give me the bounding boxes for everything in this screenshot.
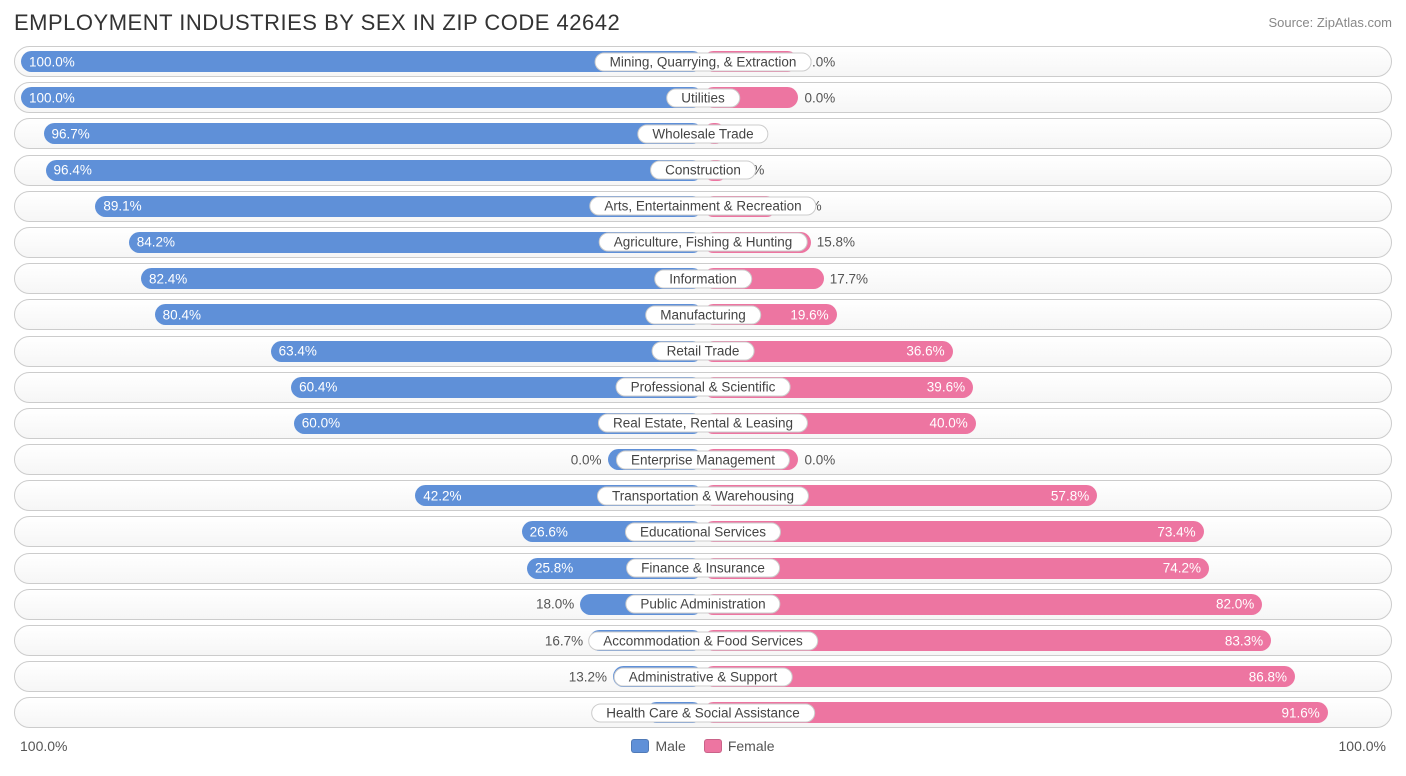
legend-male-label: Male [655,738,685,754]
male-pct: 84.2% [137,235,175,250]
female-pct: 74.2% [1163,561,1201,576]
chart-row: Agriculture, Fishing & Hunting 84.2% 15.8% [14,227,1392,258]
male-pct: 82.4% [149,271,187,286]
row-label: Manufacturing [645,305,761,324]
chart-row: Finance & Insurance 25.8% 74.2% [14,553,1392,584]
axis-right-label: 100.0% [1339,738,1386,754]
chart-row: Arts, Entertainment & Recreation89.1%10.… [14,191,1392,222]
male-pct: 18.0% [536,597,574,612]
chart-row: Professional & Scientific 60.4% 39.6% [14,372,1392,403]
male-pct: 0.0% [571,452,602,467]
chart-row: Mining, Quarrying, & Extraction100.0%0.0… [14,46,1392,77]
row-label: Enterprise Management [616,450,790,469]
male-bar [44,123,703,144]
row-label: Finance & Insurance [626,559,780,578]
row-label: Retail Trade [652,342,755,361]
female-pct: 0.0% [804,452,835,467]
female-pct: 19.6% [790,307,828,322]
row-label: Real Estate, Rental & Leasing [598,414,808,433]
male-bar [271,341,703,362]
row-label: Mining, Quarrying, & Extraction [595,52,812,71]
female-pct: 17.7% [830,271,868,286]
male-pct: 60.4% [299,380,337,395]
female-pct: 86.8% [1249,669,1287,684]
male-pct: 96.7% [52,126,90,141]
female-pct: 15.8% [817,235,855,250]
row-label: Information [654,269,752,288]
row-label: Administrative & Support [614,667,793,686]
chart-row: Administrative & Support 13.2% 86.8% [14,661,1392,692]
row-label: Professional & Scientific [616,378,791,397]
chart-row: Public Administration 18.0% 82.0% [14,589,1392,620]
chart-row: Transportation & Warehousing 42.2% 57.8% [14,480,1392,511]
male-pct: 89.1% [103,199,141,214]
female-pct: 36.6% [906,344,944,359]
row-label: Agriculture, Fishing & Hunting [599,233,808,252]
chart-row: Retail Trade 63.4% 36.6% [14,336,1392,367]
chart-row: Information 82.4% 17.7% [14,263,1392,294]
chart-row: Manufacturing 80.4% 19.6% [14,299,1392,330]
chart-row: Utilities 100.0% 0.0% [14,82,1392,113]
female-pct: 57.8% [1051,488,1089,503]
male-pct: 100.0% [29,90,75,105]
header: EMPLOYMENT INDUSTRIES BY SEX IN ZIP CODE… [14,10,1392,36]
female-swatch-icon [704,739,722,753]
chart-row: Educational Services 26.6% 73.4% [14,516,1392,547]
female-pct: 40.0% [930,416,968,431]
chart-title: EMPLOYMENT INDUSTRIES BY SEX IN ZIP CODE… [14,10,620,36]
legend-female-label: Female [728,738,775,754]
legend-male: Male [631,738,685,754]
male-pct: 96.4% [54,163,92,178]
diverging-bar-chart: Mining, Quarrying, & Extraction 100.0% 0.0… [14,46,1392,728]
row-label: Educational Services [625,522,781,541]
row-label: Public Administration [625,595,780,614]
male-pct: 80.4% [163,307,201,322]
legend-female: Female [704,738,775,754]
source-attribution: Source: ZipAtlas.com [1268,10,1392,30]
female-pct: 82.0% [1216,597,1254,612]
row-label: Accommodation & Food Services [588,631,818,650]
male-swatch-icon [631,739,649,753]
male-bar [46,160,703,181]
chart-row: Wholesale Trade96.7%3.3% [14,118,1392,149]
legend-center: Male Female [631,738,774,754]
female-pct: 39.6% [927,380,965,395]
male-pct: 63.4% [279,344,317,359]
male-pct: 42.2% [423,488,461,503]
row-label: Transportation & Warehousing [597,486,809,505]
row-label: Construction [650,161,756,180]
chart-row: Accommodation & Food Services 16.7% 83.3% [14,625,1392,656]
male-bar [21,87,703,108]
row-label: Utilities [666,88,740,107]
male-pct: 13.2% [569,669,607,684]
chart-row: Construction96.4%3.6% [14,155,1392,186]
row-label: Arts, Entertainment & Recreation [589,197,816,216]
chart-row: Enterprise Management 0.0% 0.0% [14,444,1392,475]
axis-left-label: 100.0% [20,738,67,754]
female-bar [703,594,1262,615]
male-pct: 60.0% [302,416,340,431]
male-pct: 26.6% [530,524,568,539]
legend: 100.0% Male Female 100.0% [14,734,1392,754]
male-bar [141,268,703,289]
row-label: Wholesale Trade [637,124,768,143]
male-bar [155,304,703,325]
female-pct: 83.3% [1225,633,1263,648]
chart-row: Health Care & Social Assistance8.4%91.6% [14,697,1392,728]
female-pct: 73.4% [1157,524,1195,539]
chart-row: Real Estate, Rental & Leasing 60.0% 40.0% [14,408,1392,439]
male-pct: 100.0% [29,54,75,69]
female-pct: 0.0% [804,90,835,105]
male-pct: 25.8% [535,561,573,576]
row-label: Health Care & Social Assistance [591,703,815,722]
female-pct: 91.6% [1281,705,1319,720]
male-pct: 16.7% [545,633,583,648]
